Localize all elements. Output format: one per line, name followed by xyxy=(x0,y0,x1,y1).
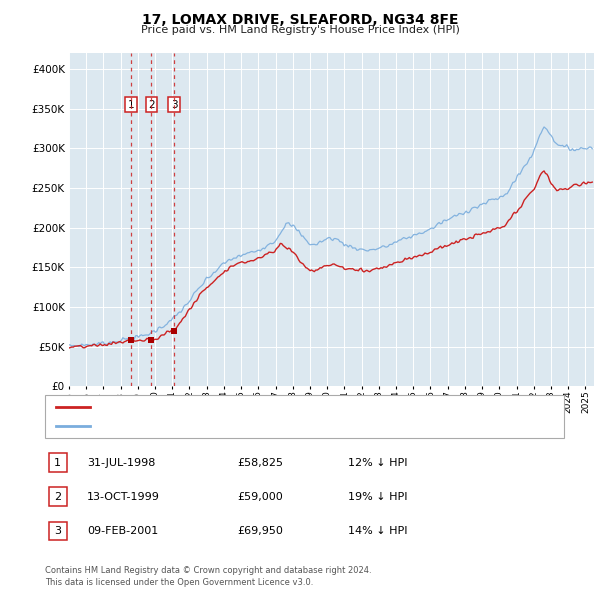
Text: Price paid vs. HM Land Registry's House Price Index (HPI): Price paid vs. HM Land Registry's House … xyxy=(140,25,460,35)
Text: 12% ↓ HPI: 12% ↓ HPI xyxy=(348,458,407,467)
Text: HPI: Average price, detached house, North Kesteven: HPI: Average price, detached house, Nort… xyxy=(94,421,367,431)
Text: 2: 2 xyxy=(54,492,61,502)
Text: 17, LOMAX DRIVE, SLEAFORD, NG34 8FE: 17, LOMAX DRIVE, SLEAFORD, NG34 8FE xyxy=(142,13,458,27)
Text: 1: 1 xyxy=(127,100,134,110)
Text: 13-OCT-1999: 13-OCT-1999 xyxy=(87,492,160,502)
Text: 3: 3 xyxy=(171,100,178,110)
Text: 31-JUL-1998: 31-JUL-1998 xyxy=(87,458,155,467)
Text: 14% ↓ HPI: 14% ↓ HPI xyxy=(348,526,407,536)
Text: Contains HM Land Registry data © Crown copyright and database right 2024.
This d: Contains HM Land Registry data © Crown c… xyxy=(45,566,371,587)
Text: 09-FEB-2001: 09-FEB-2001 xyxy=(87,526,158,536)
Text: £59,000: £59,000 xyxy=(237,492,283,502)
Text: 19% ↓ HPI: 19% ↓ HPI xyxy=(348,492,407,502)
Text: 2: 2 xyxy=(148,100,155,110)
Text: 3: 3 xyxy=(54,526,61,536)
Text: 1: 1 xyxy=(54,458,61,467)
Text: £69,950: £69,950 xyxy=(237,526,283,536)
Text: £58,825: £58,825 xyxy=(237,458,283,467)
Text: 17, LOMAX DRIVE, SLEAFORD, NG34 8FE (detached house): 17, LOMAX DRIVE, SLEAFORD, NG34 8FE (det… xyxy=(94,402,401,412)
